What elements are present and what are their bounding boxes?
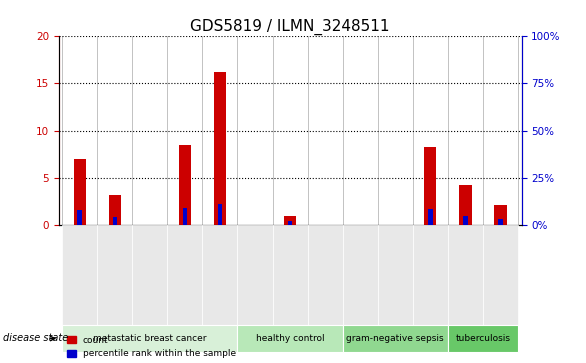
Bar [77, 210, 82, 225]
Bar [288, 221, 292, 225]
Bar [284, 216, 296, 225]
Legend: count, percentile rank within the sample: count, percentile rank within the sample [67, 336, 236, 359]
Bar [73, 159, 86, 225]
Bar [459, 185, 472, 225]
Bar [498, 219, 503, 225]
Bar [428, 209, 432, 225]
Text: metastatic breast cancer: metastatic breast cancer [93, 334, 206, 343]
Bar [218, 204, 222, 225]
Text: healthy control: healthy control [255, 334, 325, 343]
Bar [113, 217, 117, 225]
Title: GDS5819 / ILMN_3248511: GDS5819 / ILMN_3248511 [190, 19, 390, 35]
Text: tuberculosis: tuberculosis [455, 334, 510, 343]
Bar [214, 72, 226, 225]
Bar [424, 147, 437, 225]
Bar [183, 208, 187, 225]
Bar [108, 195, 121, 225]
Bar [495, 205, 507, 225]
Text: disease state: disease state [3, 334, 68, 343]
Text: gram-negative sepsis: gram-negative sepsis [346, 334, 444, 343]
Bar [464, 216, 468, 225]
Bar [179, 145, 191, 225]
